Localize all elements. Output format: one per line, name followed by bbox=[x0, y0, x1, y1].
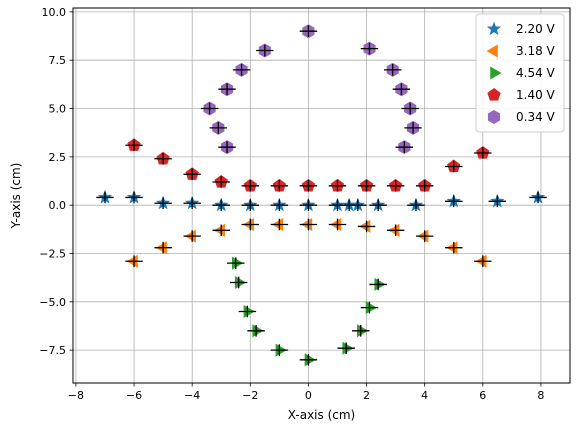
legend-marker bbox=[487, 110, 501, 124]
x-tick-label: −6 bbox=[126, 389, 142, 402]
y-tick-label: 2.5 bbox=[49, 151, 67, 164]
legend-marker bbox=[490, 66, 502, 80]
legend: 2.20 V 3.18 V 4.54 V 1.40 V 0.34 V bbox=[475, 13, 565, 133]
legend-marker bbox=[487, 88, 501, 101]
x-tick-label: −8 bbox=[68, 389, 84, 402]
series-4 bbox=[200, 24, 422, 155]
y-tick-label: 7.5 bbox=[49, 54, 67, 67]
plot-frame bbox=[72, 7, 571, 384]
y-tick-label: −2.5 bbox=[39, 247, 66, 260]
axis-ticks: −8 −6 −4 −2 0 2 4 6 8 −7.5 −5.0 −2.5 0.0 2.5 5.0 7.5 10.… bbox=[39, 6, 544, 402]
x-tick-label: 8 bbox=[537, 389, 544, 402]
y-tick-label: 5.0 bbox=[49, 103, 67, 116]
y-tick-label: 10.0 bbox=[42, 6, 67, 19]
x-tick-label: −2 bbox=[242, 389, 258, 402]
legend-marker bbox=[486, 21, 502, 36]
legend-label: 1.40 V bbox=[516, 88, 556, 102]
x-tick-label: 2 bbox=[363, 389, 370, 402]
legend-label: 4.54 V bbox=[516, 66, 556, 80]
legend-marker bbox=[486, 44, 498, 58]
series-1 bbox=[125, 218, 492, 268]
legend-label: 3.18 V bbox=[516, 44, 556, 58]
x-tick-label: 4 bbox=[421, 389, 428, 402]
y-tick-label: 0.0 bbox=[49, 199, 67, 212]
series-0 bbox=[96, 189, 547, 212]
x-tick-label: 0 bbox=[305, 389, 312, 402]
legend-box bbox=[475, 13, 565, 133]
legend-label: 0.34 V bbox=[516, 110, 556, 124]
series-3 bbox=[125, 138, 492, 192]
x-tick-label: −4 bbox=[184, 389, 200, 402]
x-axis-label: X-axis (cm) bbox=[288, 408, 355, 422]
series-2 bbox=[227, 256, 387, 367]
legend-label: 2.20 V bbox=[516, 22, 556, 36]
y-tick-label: −7.5 bbox=[39, 344, 66, 357]
data-points bbox=[96, 24, 547, 367]
y-axis-label: Y-axis (cm) bbox=[9, 163, 23, 230]
x-tick-label: 6 bbox=[479, 389, 486, 402]
y-tick-label: −5.0 bbox=[39, 296, 66, 309]
